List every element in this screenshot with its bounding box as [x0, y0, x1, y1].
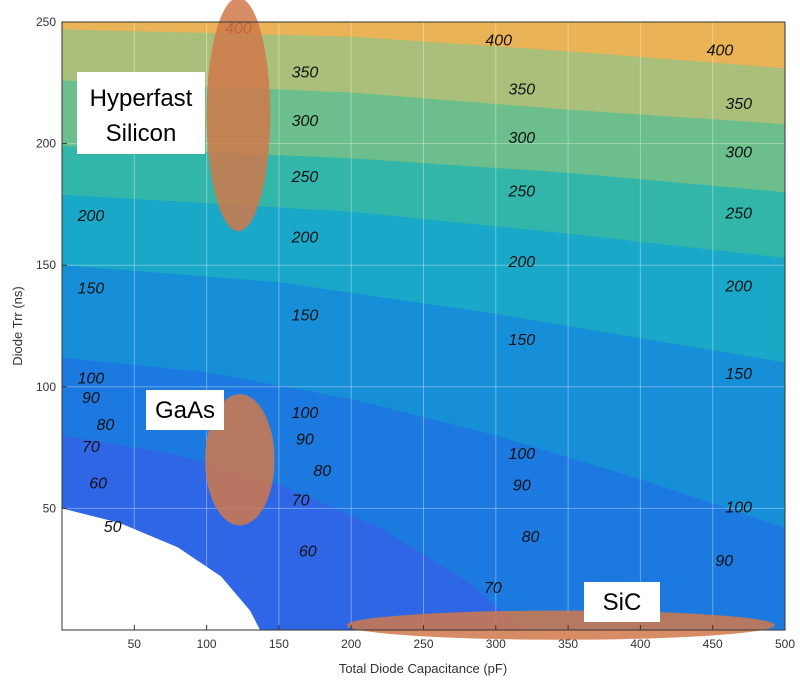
y-tick-label: 100 — [36, 380, 56, 394]
contour-label: 300 — [508, 130, 535, 147]
callout-region — [346, 610, 775, 640]
x-tick-label: 400 — [630, 637, 650, 651]
callout-label-box — [77, 72, 205, 154]
contour-label: 250 — [724, 205, 752, 222]
contour-label: 80 — [522, 529, 540, 546]
contour-label: 200 — [507, 254, 535, 271]
x-tick-label: 200 — [341, 637, 361, 651]
callout-label-box — [584, 582, 660, 622]
x-tick-label: 100 — [197, 637, 217, 651]
y-tick-label: 200 — [36, 137, 56, 151]
x-axis-title: Total Diode Capacitance (pF) — [339, 661, 507, 676]
callout-label: GaAs — [155, 397, 215, 424]
axis-ticks: 50 100 150 200 250 300 350 400 450 500 50 100 150 200… — [36, 15, 795, 651]
x-tick-label: 300 — [486, 637, 506, 651]
contour-label: 90 — [296, 432, 314, 449]
contour-label: 350 — [725, 96, 752, 113]
callout-label: Hyperfast — [90, 85, 193, 112]
contour-label: 250 — [291, 169, 319, 186]
y-axis-title: Diode Trr (ns) — [10, 286, 25, 365]
y-tick-label: 150 — [36, 258, 56, 272]
contour-label: 70 — [82, 439, 100, 456]
callout-label: SiC — [603, 589, 642, 616]
contour-label: 200 — [724, 278, 752, 295]
contour-label: 100 — [78, 371, 105, 388]
contour-label: 400 — [707, 42, 734, 59]
contour-label: 350 — [292, 64, 319, 81]
y-tick-label: 250 — [36, 15, 56, 29]
y-tick-label: 50 — [43, 501, 57, 515]
contour-label: 90 — [513, 478, 531, 495]
x-tick-label: 250 — [413, 637, 433, 651]
contour-label: 150 — [725, 366, 752, 383]
contour-label: 60 — [299, 543, 317, 560]
contour-label: 90 — [82, 390, 100, 407]
contour-label: 100 — [292, 405, 319, 422]
x-tick-label: 150 — [269, 637, 289, 651]
contour-label: 150 — [292, 307, 319, 324]
band-under-50 — [62, 508, 261, 630]
contour-label: 80 — [96, 417, 114, 434]
x-tick-label: 350 — [558, 637, 578, 651]
contour-label: 70 — [292, 492, 310, 509]
contour-label: 300 — [292, 113, 319, 130]
contour-label: 80 — [313, 463, 331, 480]
contour-label: 250 — [507, 183, 535, 200]
contour-label: 50 — [104, 519, 122, 536]
contour-label: 60 — [89, 475, 107, 492]
contour-label: 100 — [508, 446, 535, 463]
x-tick-label: 450 — [703, 637, 723, 651]
contour-label: 70 — [484, 580, 502, 597]
contour-label: 350 — [508, 81, 535, 98]
material-callouts: Hyperfast Silicon GaAs SiC — [77, 0, 775, 640]
callout-region — [206, 0, 271, 232]
contour-labels: 4004004003503503503003003002502502502002… — [77, 21, 753, 597]
x-tick-label: 50 — [128, 637, 142, 651]
contour-label: 200 — [77, 208, 105, 225]
x-tick-label: 500 — [775, 637, 795, 651]
contour-label: 300 — [725, 145, 752, 162]
contour-label: 90 — [715, 553, 733, 570]
contour-label: 200 — [291, 230, 319, 247]
callout-label: Silicon — [106, 120, 177, 147]
contour-label: 100 — [725, 500, 752, 517]
contour-label: 150 — [508, 332, 535, 349]
contour-label: 400 — [485, 33, 512, 50]
contour-label: 150 — [78, 281, 105, 298]
callout-label-box — [146, 390, 224, 430]
